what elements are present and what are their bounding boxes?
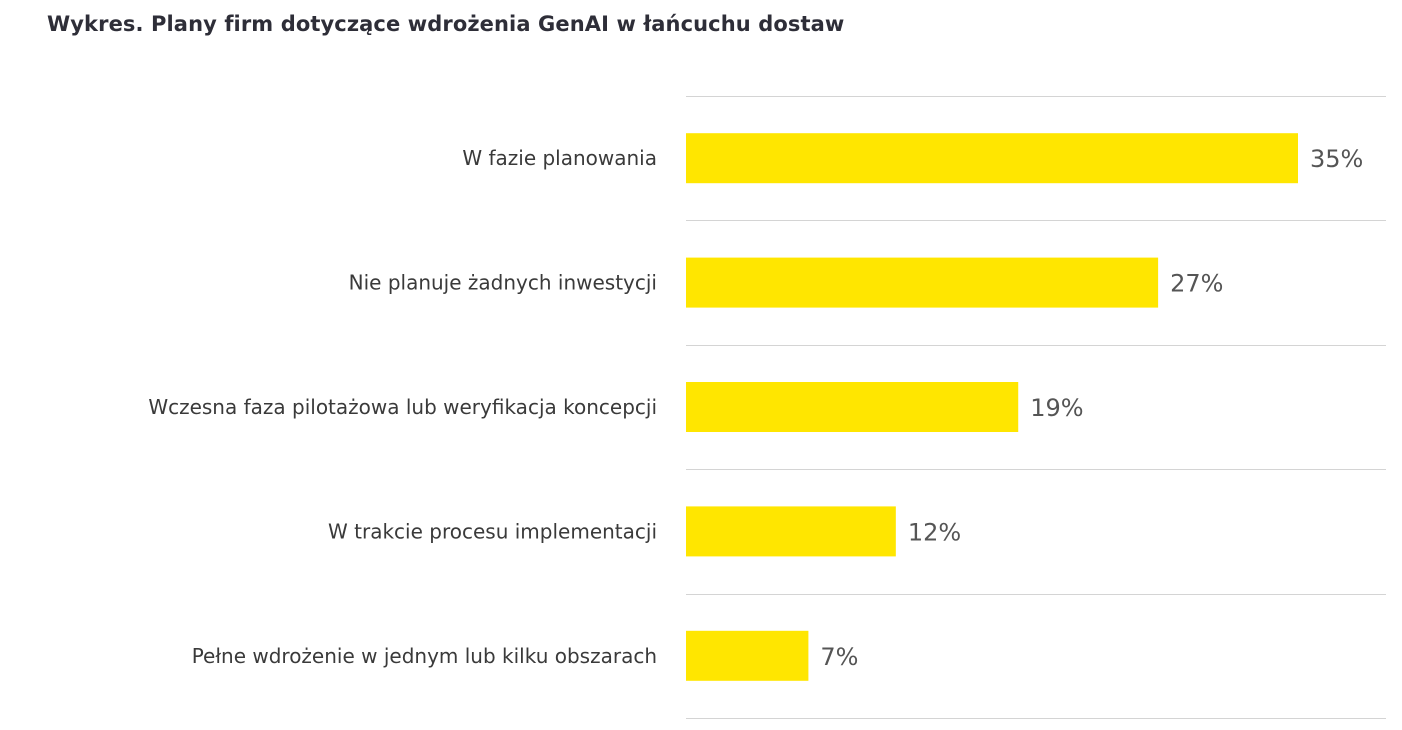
- value-label: 35%: [1310, 145, 1363, 173]
- value-label: 27%: [1170, 270, 1223, 298]
- bar: [686, 257, 1159, 308]
- value-label: 19%: [1030, 394, 1083, 422]
- category-labels: W fazie planowania Nie planuje żadnych in…: [148, 146, 657, 668]
- category-label: Wczesna faza pilotażowa lub weryfikacja …: [148, 395, 657, 419]
- value-labels: 35% 27% 19% 12% 7%: [820, 145, 1363, 671]
- category-label: W fazie planowania: [462, 146, 657, 170]
- bar: [686, 133, 1298, 184]
- category-label: Nie planuje żadnych inwestycji: [349, 271, 657, 295]
- category-label: W trakcie procesu implementacji: [328, 519, 657, 543]
- bars: [686, 133, 1298, 681]
- category-label: Pełne wdrożenie w jednym lub kilku obsza…: [192, 644, 657, 668]
- grid-lines: [686, 96, 1386, 719]
- chart-title: Wykres. Plany firm dotyczące wdrożenia G…: [47, 12, 845, 36]
- bar: [686, 506, 896, 557]
- value-label: 12%: [908, 518, 961, 546]
- bar: [686, 630, 809, 681]
- value-label: 7%: [820, 643, 858, 671]
- bar: [686, 382, 1019, 432]
